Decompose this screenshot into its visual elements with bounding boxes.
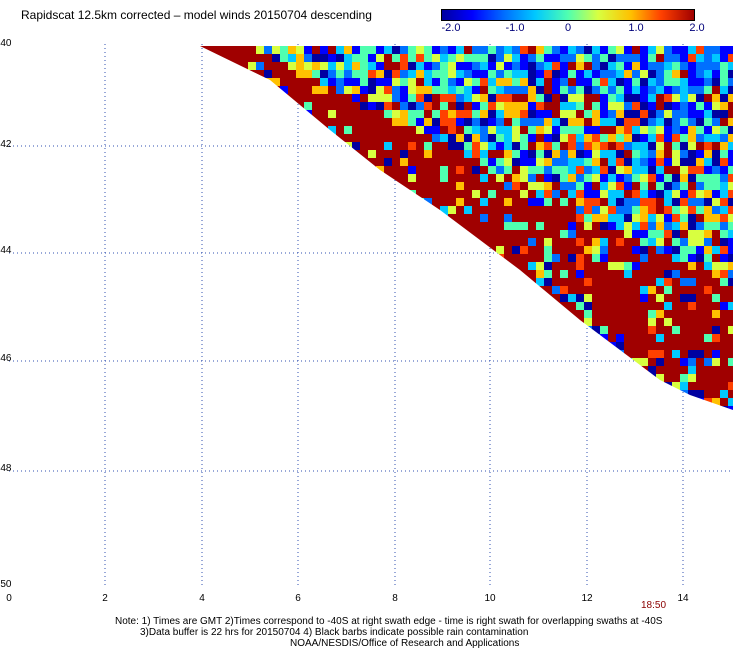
x-tick-0: 0 — [6, 593, 12, 604]
x-tick-12: 12 — [581, 593, 593, 604]
y-tick-42: -42 — [0, 139, 12, 150]
x-tick-10: 10 — [484, 593, 496, 604]
map-gridlines — [9, 44, 733, 587]
colorbar-label-min: -2.0 — [441, 22, 461, 34]
x-tick-6: 6 — [295, 593, 301, 604]
y-tick-50: -50 — [0, 579, 12, 590]
colorbar-label-neg1: -1.0 — [505, 22, 525, 34]
x-tick-14: 14 — [677, 593, 689, 604]
x-tick-4: 4 — [199, 593, 205, 604]
note-line-1: Note: 1) Times are GMT 2)Times correspon… — [115, 616, 663, 627]
x-tick-2: 2 — [102, 593, 108, 604]
y-tick-40: -40 — [0, 38, 12, 49]
colorbar-label-zero: 0 — [564, 22, 572, 34]
x-tick-8: 8 — [392, 593, 398, 604]
note-credit: NOAA/NESDIS/Office of Research and Appli… — [290, 638, 520, 649]
colorbar — [441, 9, 695, 21]
map-title: Rapidscat 12.5km corrected – model winds… — [21, 8, 372, 22]
swath-time-label: 18:50 — [641, 600, 667, 611]
colorbar-label-max: 2.0 — [689, 22, 705, 34]
y-tick-46: -46 — [0, 353, 12, 364]
y-tick-48: -48 — [0, 463, 12, 474]
y-tick-44: -44 — [0, 245, 12, 256]
colorbar-label-pos1: 1.0 — [628, 22, 644, 34]
note-line-2: 3)Data buffer is 22 hrs for 20150704 4) … — [140, 627, 529, 638]
wind-swath — [200, 46, 733, 410]
